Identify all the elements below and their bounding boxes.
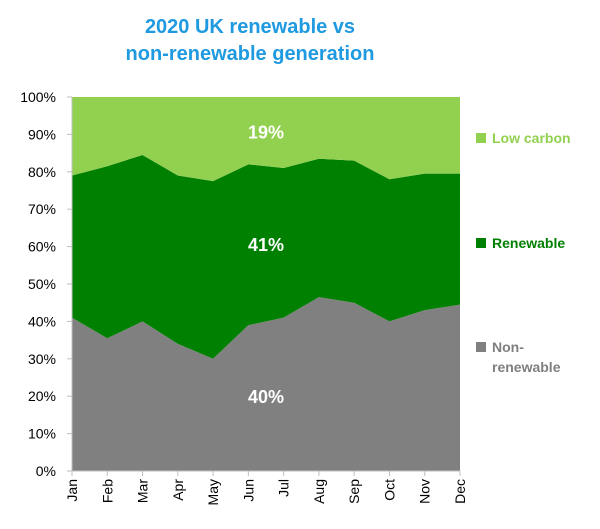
y-tick-label: 0% <box>36 463 56 479</box>
annotation: 41% <box>248 235 284 255</box>
y-tick-label: 10% <box>28 426 56 442</box>
legend-item: Renewable <box>476 233 582 253</box>
legend-label: Low carbon <box>492 130 571 146</box>
x-tick-label: Jan <box>64 479 80 502</box>
legend-label: Non-renewable <box>492 339 561 375</box>
y-tick-label: 70% <box>28 201 56 217</box>
legend-item: Low carbon <box>476 128 582 148</box>
x-tick-label: Jul <box>276 479 292 497</box>
annotation: 19% <box>248 123 284 143</box>
legend-swatch <box>476 238 486 248</box>
area <box>72 154 460 359</box>
x-tick-label: Mar <box>135 479 151 503</box>
y-tick-label: 80% <box>28 164 56 180</box>
annotation: 40% <box>248 387 284 407</box>
x-tick-label: Sep <box>346 479 362 504</box>
y-tick-label: 50% <box>28 276 56 292</box>
y-tick-label: 30% <box>28 351 56 367</box>
x-tick-label: Apr <box>170 479 186 501</box>
legend-item: Non-renewable <box>476 337 572 377</box>
y-tick-label: 40% <box>28 313 56 329</box>
x-tick-label: Dec <box>452 479 468 504</box>
y-tick-label: 100% <box>20 89 56 105</box>
area <box>72 297 460 471</box>
x-tick-label: May <box>205 479 221 505</box>
x-tick-label: Oct <box>381 479 397 501</box>
title-line: non-renewable generation <box>125 43 375 65</box>
y-tick-label: 90% <box>28 126 56 142</box>
x-tick-label: Nov <box>417 479 433 504</box>
chart-title: 2020 UK renewable vs non-renewable gener… <box>0 14 500 68</box>
x-tick-label: Feb <box>99 479 115 503</box>
x-tick-label: Aug <box>311 479 327 504</box>
legend-swatch <box>476 342 486 352</box>
y-tick-label: 20% <box>28 388 56 404</box>
area <box>72 97 460 182</box>
y-tick-label: 60% <box>28 239 56 255</box>
legend-swatch <box>476 133 486 143</box>
legend-label: Renewable <box>492 235 566 251</box>
x-tick-label: Jun <box>240 479 256 502</box>
title-line: 2020 UK renewable vs <box>144 16 356 38</box>
